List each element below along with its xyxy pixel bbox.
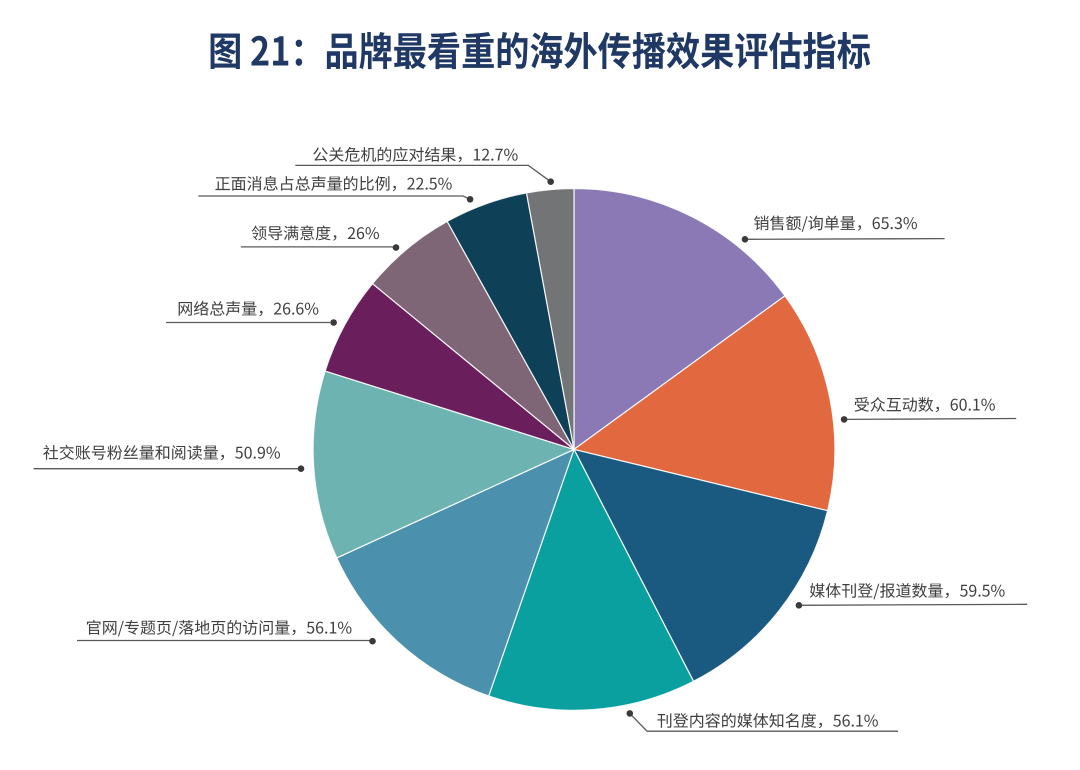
svg-text:图 21：品牌最看重的海外传播效果评估指标: 图 21：品牌最看重的海外传播效果评估指标 (208, 19, 871, 77)
svg-text:领导满意度，26%: 领导满意度，26% (251, 220, 380, 244)
svg-text:官网/专题页/落地页的访问量，56.1%: 官网/专题页/落地页的访问量，56.1% (86, 615, 353, 639)
svg-text:网络总声量，26.6%: 网络总声量，26.6% (177, 296, 319, 320)
svg-text:刊登内容的媒体知名度，56.1%: 刊登内容的媒体知名度，56.1% (657, 708, 879, 732)
svg-text:公关危机的应对结果，12.7%: 公关危机的应对结果，12.7% (312, 141, 518, 165)
svg-text:销售额/询单量，65.3%: 销售额/询单量，65.3% (754, 210, 918, 234)
svg-text:正面消息占总声量的比例，22.5%: 正面消息占总声量的比例，22.5% (215, 171, 453, 195)
svg-text:媒体刊登/报道数量，59.5%: 媒体刊登/报道数量，59.5% (809, 578, 1005, 602)
svg-text:受众互动数，60.1%: 受众互动数，60.1% (854, 392, 996, 416)
svg-text:社交账号粉丝量和阅读量，50.9%: 社交账号粉丝量和阅读量，50.9% (43, 439, 281, 463)
